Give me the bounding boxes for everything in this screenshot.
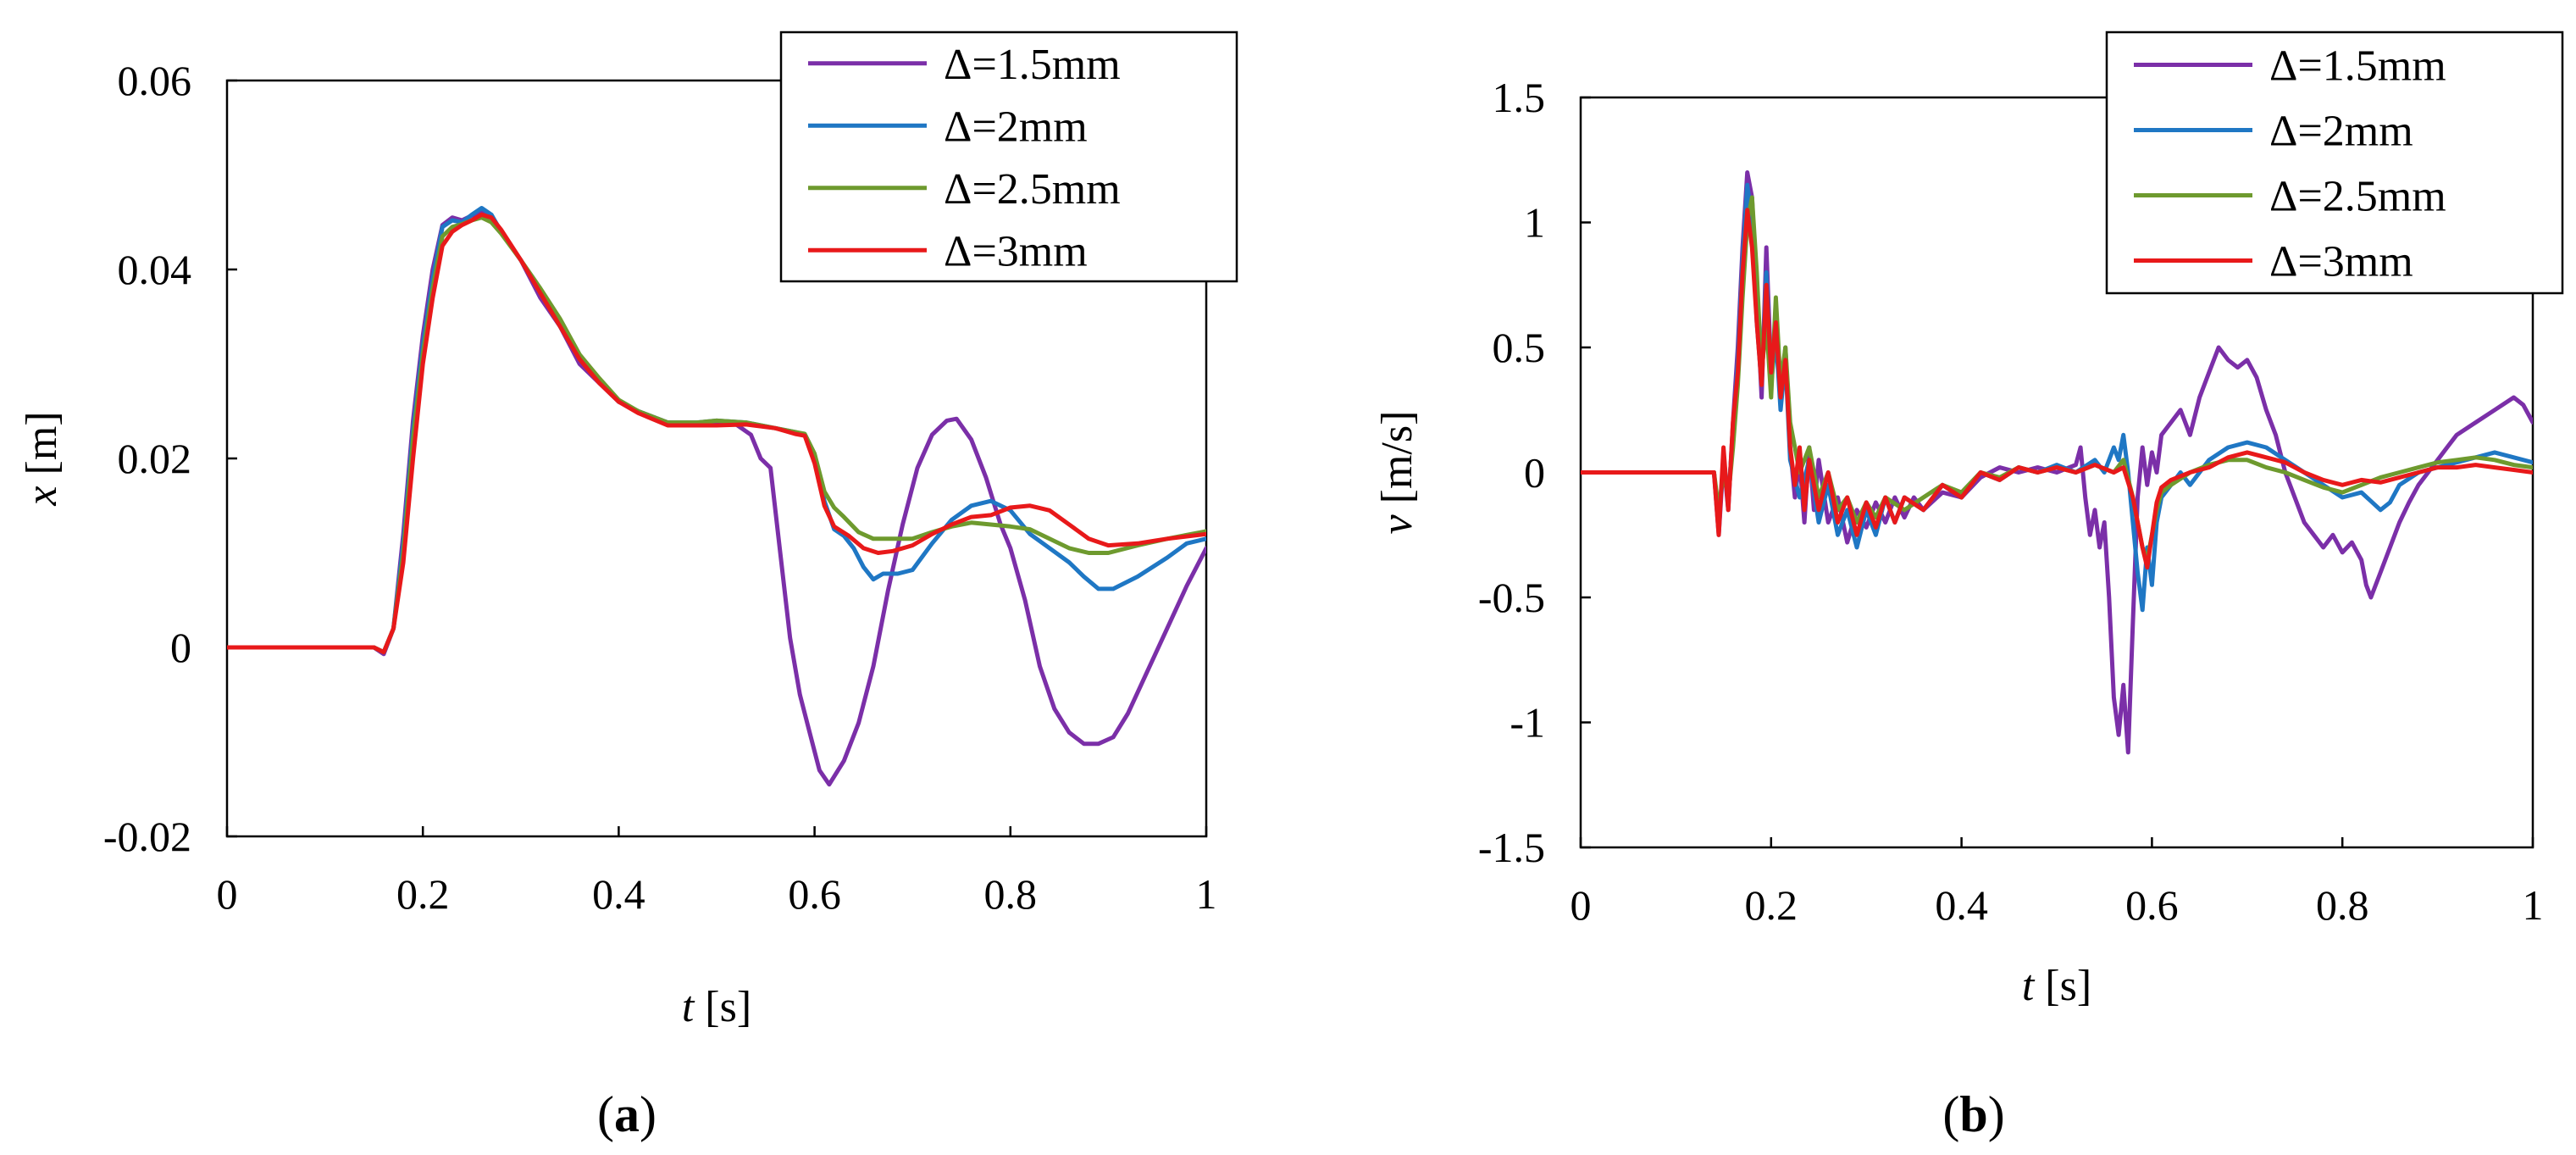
x-axis-label: t [s] — [2022, 962, 2091, 1010]
legend-entry-1: Δ=1.5mm — [2269, 42, 2446, 91]
y-axis-symbol: x — [18, 486, 66, 507]
y-tick-label: 0 — [170, 624, 191, 671]
legend: Δ=1.5mm Δ=2mm Δ=2.5mm Δ=3mm — [2105, 31, 2564, 295]
x-axis-unit: [s] — [694, 983, 751, 1031]
y-tick-label: -1.5 — [1478, 824, 1545, 871]
series-line-1 — [227, 210, 1206, 787]
legend-entry-4: Δ=3mm — [944, 227, 1088, 275]
x-tick-label: 0.6 — [788, 870, 841, 918]
y-axis-symbol: v — [1373, 514, 1421, 534]
x-tick-label: 0.2 — [1745, 881, 1798, 929]
x-tick-label: 0 — [217, 870, 238, 918]
x-tick-label: 0.6 — [2125, 881, 2179, 929]
x-tick-label: 1 — [1196, 870, 1217, 918]
panel-label: (a) — [597, 1086, 656, 1142]
y-axis-label: v [m/s] — [1373, 411, 1421, 535]
chart-panel-b: 0 0.2 0.4 0.6 0.8 1-1.5-1-0.500.511.5Δ=1.5mmΔ… — [1373, 31, 2564, 1142]
legend-box — [2105, 31, 2564, 295]
series-line-4 — [227, 212, 1206, 655]
panel-label: (b) — [1942, 1086, 2004, 1142]
x-tick-label: 1 — [2523, 881, 2544, 929]
y-tick-label: -0.5 — [1478, 574, 1545, 621]
legend-entry-3: Δ=2.5mm — [2269, 173, 2446, 221]
y-tick-label: 0.06 — [118, 57, 192, 104]
y-tick-label: 0.5 — [1493, 324, 1546, 371]
y-tick-label: 0 — [1524, 449, 1545, 497]
y-tick-label: -0.02 — [103, 813, 191, 860]
x-tick-label: 0 — [1571, 881, 1592, 929]
legend: Δ=1.5mm Δ=2mm Δ=2.5mm Δ=3mm — [779, 31, 1238, 283]
series-line-3 — [227, 215, 1206, 655]
legend-box — [779, 31, 1238, 283]
y-axis-label: x [m] — [18, 411, 66, 506]
series-line-4 — [1581, 208, 2533, 570]
y-tick-label: -1 — [1510, 699, 1545, 747]
y-tick-label: 0.02 — [118, 435, 192, 482]
y-tick-label: 1 — [1524, 199, 1545, 247]
x-tick-label: 0.4 — [1935, 881, 1988, 929]
x-tick-label: 0.8 — [2316, 881, 2369, 929]
legend-entry-3: Δ=2.5mm — [944, 165, 1121, 214]
x-axis-symbol: t — [2022, 962, 2036, 1010]
x-axis-label: t [s] — [682, 983, 751, 1031]
x-tick-label: 0.4 — [592, 870, 645, 918]
x-tick-label: 0.8 — [984, 870, 1038, 918]
legend-entry-2: Δ=2mm — [2269, 108, 2413, 156]
y-axis-unit: [m/s] — [1373, 411, 1421, 515]
y-tick-label: 1.5 — [1493, 74, 1546, 121]
y-axis-unit: [m] — [18, 411, 66, 486]
x-axis-symbol: t — [682, 983, 695, 1031]
x-axis-unit: [s] — [2034, 962, 2091, 1010]
legend-entry-2: Δ=2mm — [944, 103, 1088, 151]
legend-entry-1: Δ=1.5mm — [944, 41, 1121, 89]
x-tick-label: 0.2 — [396, 870, 450, 918]
legend-entry-4: Δ=3mm — [2269, 238, 2413, 286]
y-tick-label: 0.04 — [118, 246, 192, 293]
